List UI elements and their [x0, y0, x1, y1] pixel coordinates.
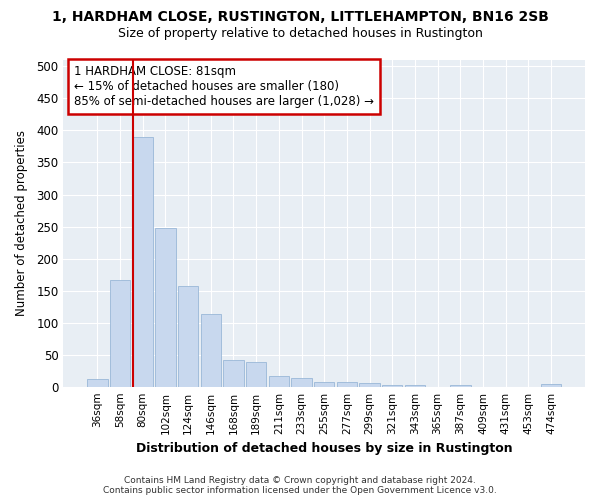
Bar [223, 360, 244, 386]
Text: Size of property relative to detached houses in Rustington: Size of property relative to detached ho… [118, 28, 482, 40]
X-axis label: Distribution of detached houses by size in Rustington: Distribution of detached houses by size … [136, 442, 512, 455]
Text: Contains HM Land Registry data © Crown copyright and database right 2024.
Contai: Contains HM Land Registry data © Crown c… [103, 476, 497, 495]
Bar [337, 382, 357, 386]
Bar [314, 382, 334, 386]
Bar [269, 376, 289, 386]
Bar [292, 378, 312, 386]
Bar [359, 384, 380, 386]
Bar [133, 137, 153, 386]
Bar [110, 280, 130, 386]
Bar [155, 228, 176, 386]
Bar [200, 314, 221, 386]
Text: 1 HARDHAM CLOSE: 81sqm
← 15% of detached houses are smaller (180)
85% of semi-de: 1 HARDHAM CLOSE: 81sqm ← 15% of detached… [74, 65, 374, 108]
Bar [178, 286, 199, 386]
Text: 1, HARDHAM CLOSE, RUSTINGTON, LITTLEHAMPTON, BN16 2SB: 1, HARDHAM CLOSE, RUSTINGTON, LITTLEHAMP… [52, 10, 548, 24]
Bar [87, 379, 107, 386]
Bar [405, 385, 425, 386]
Bar [450, 385, 470, 386]
Bar [541, 384, 561, 386]
Bar [382, 385, 403, 386]
Bar [246, 362, 266, 386]
Y-axis label: Number of detached properties: Number of detached properties [15, 130, 28, 316]
